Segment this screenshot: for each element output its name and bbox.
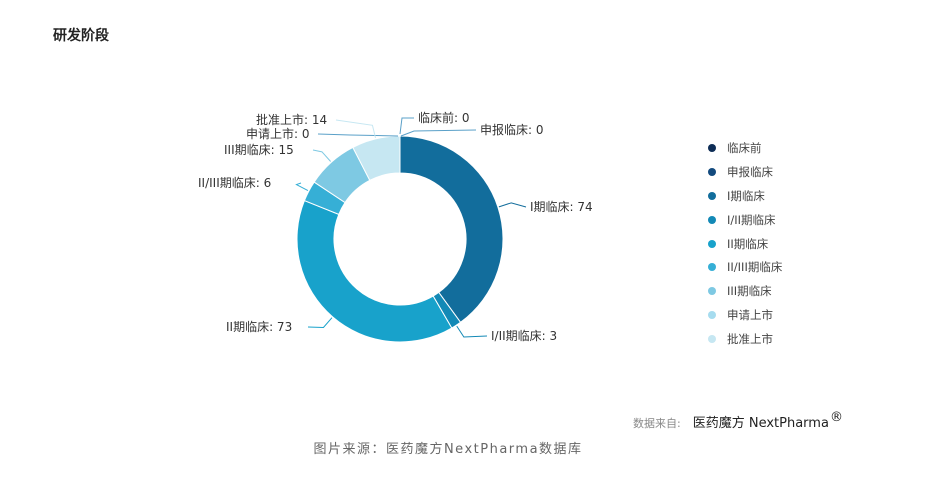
image-caption: 图片来源：医药魔方NextPharma数据库 [313, 442, 583, 457]
legend-item-I-II期临床[interactable]: I/II期临床 [708, 208, 782, 232]
leader-line-申请上市 [317, 133, 399, 137]
legend-marker [708, 263, 716, 272]
legend-label: 临床前 [727, 140, 762, 155]
legend-marker [708, 311, 716, 320]
data-label-批准上市: 批准上市: 14 [256, 112, 327, 127]
leader-line-I期临床 [498, 202, 527, 208]
chart-title: 研发阶段 [53, 28, 109, 44]
leader-line-申报临床 [400, 129, 477, 137]
legend-item-批准上市[interactable]: 批准上市 [708, 327, 782, 351]
legend-item-申报临床[interactable]: 申报临床 [708, 160, 782, 184]
legend-label: 申报临床 [727, 164, 773, 179]
data-label-I-II期临床: I/II期临床: 3 [491, 329, 557, 343]
legend-item-I期临床[interactable]: I期临床 [708, 184, 782, 208]
legend-marker [708, 335, 716, 344]
legend-label: III期临床 [727, 284, 772, 299]
data-label-II-III期临床: II/III期临床: 6 [198, 176, 271, 190]
legend-label: I期临床 [727, 188, 765, 203]
data-label-申报临床: 申报临床: 0 [480, 122, 544, 137]
leader-line-III期临床 [312, 149, 332, 162]
legend-item-II-III期临床[interactable]: II/III期临床 [708, 255, 782, 279]
data-label-申请上市: 申请上市: 0 [246, 126, 310, 141]
legend-marker [708, 239, 716, 248]
legend-item-临床前[interactable]: 临床前 [708, 136, 782, 160]
legend-label: II/III期临床 [727, 260, 783, 275]
legend-marker [708, 287, 716, 296]
legend-label: 申请上市 [727, 308, 773, 323]
legend-item-III期临床[interactable]: III期临床 [708, 279, 782, 303]
data-label-I期临床: I期临床: 74 [530, 200, 593, 214]
legend-item-II期临床[interactable]: II期临床 [708, 232, 782, 256]
legend-marker [708, 143, 716, 152]
leader-line-批准上市 [335, 119, 376, 139]
source-label: 数据来自: [633, 417, 681, 430]
legend-label: I/II期临床 [727, 212, 776, 227]
legend-marker [708, 167, 716, 176]
legend-item-申请上市[interactable]: 申请上市 [708, 303, 782, 327]
data-label-II期临床: II期临床: 73 [226, 320, 292, 334]
leader-line-II期临床 [307, 317, 333, 328]
legend-label: 批准上市 [727, 332, 773, 347]
source-brand: 医药魔方 NextPharma [692, 416, 829, 431]
slice-II期临床 [296, 199, 453, 343]
leader-line-I-II期临床 [456, 325, 488, 338]
registered-mark: ® [829, 410, 843, 425]
legend-label: II期临床 [727, 236, 769, 251]
data-source: 数据来自: 医药魔方 NextPharma ® [633, 410, 843, 431]
data-label-临床前: 临床前: 0 [418, 110, 470, 125]
slice-I期临床 [399, 135, 504, 324]
data-label-III期临床: III期临床: 15 [224, 143, 294, 157]
slice-批准上市 [352, 135, 401, 181]
leader-line-II-III期临床 [295, 182, 309, 192]
chart-legend: 临床前申报临床 I期临床 I/II期临床 II期临床 II/III期临床 III期临床 申请… [708, 136, 782, 351]
legend-marker [708, 191, 716, 200]
leader-line-临床前 [399, 117, 414, 135]
legend-marker [708, 215, 716, 224]
